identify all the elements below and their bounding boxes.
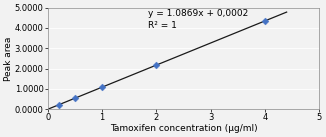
Point: [99, 86, 105, 88]
X-axis label: Tamoxifen concentration (µg/ml): Tamoxifen concentration (µg/ml): [110, 124, 257, 133]
Point: [56, 104, 61, 106]
Point: [154, 64, 159, 66]
Point: [72, 97, 78, 99]
Point: [262, 20, 268, 22]
Text: y = 1.0869x + 0,0002
R² = 1: y = 1.0869x + 0,0002 R² = 1: [148, 9, 248, 30]
Y-axis label: Peak area: Peak area: [4, 36, 13, 81]
